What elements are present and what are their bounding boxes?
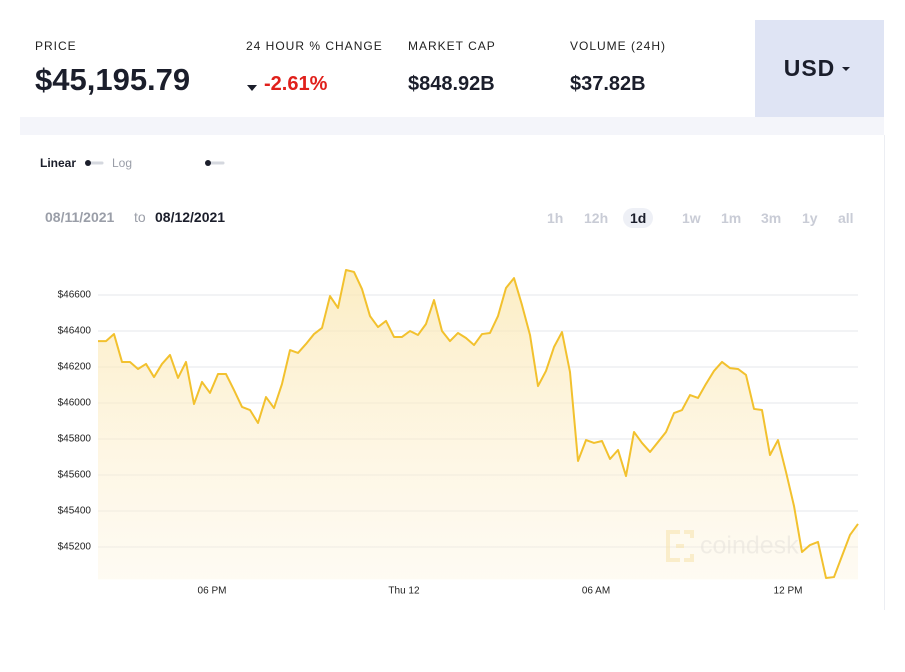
range-button[interactable]: 1h bbox=[547, 210, 564, 226]
range-button[interactable]: 1y bbox=[802, 210, 818, 226]
currency: USD bbox=[783, 55, 836, 81]
stat-label: 24 HOUR % CHANGE bbox=[246, 39, 383, 53]
stat-label: VOLUME (24H) bbox=[570, 39, 667, 53]
range-button[interactable]: 1m bbox=[721, 210, 742, 226]
date-sep: to bbox=[134, 209, 146, 225]
scale-log[interactable]: Log bbox=[112, 156, 133, 170]
range-button[interactable]: 3m bbox=[761, 210, 782, 226]
divider bbox=[20, 117, 884, 135]
down-arrow bbox=[247, 85, 257, 91]
volume: $37.82B bbox=[570, 73, 646, 95]
caret bbox=[842, 66, 851, 71]
range-button[interactable]: 1w bbox=[682, 210, 701, 226]
range-button[interactable]: all bbox=[838, 210, 854, 226]
scale-linear[interactable]: Linear bbox=[40, 156, 77, 170]
y-tick-label: $46600 bbox=[58, 290, 92, 301]
toggle[interactable] bbox=[203, 158, 225, 168]
stat-label: PRICE bbox=[35, 39, 77, 53]
date-to[interactable]: 08/12/2021 bbox=[155, 209, 226, 225]
price: $45,195.79 bbox=[35, 62, 191, 97]
x-tick-label: 12 PM bbox=[774, 586, 803, 597]
y-tick-label: $45600 bbox=[58, 470, 92, 481]
currency-select[interactable]: USD bbox=[755, 20, 884, 117]
stat-label: MARKET CAP bbox=[408, 39, 496, 53]
range-button[interactable]: 12h bbox=[584, 210, 609, 226]
date-from[interactable]: 08/11/2021 bbox=[45, 209, 115, 225]
y-tick-label: $46400 bbox=[58, 326, 92, 337]
y-tick-label: $45200 bbox=[58, 542, 92, 553]
x-tick-label: 06 PM bbox=[198, 586, 227, 597]
range-button[interactable]: 1d bbox=[623, 208, 654, 228]
card-edge bbox=[884, 135, 885, 610]
area bbox=[98, 269, 858, 580]
y-tick-label: $45400 bbox=[58, 506, 92, 517]
change: -2.61% bbox=[264, 73, 328, 95]
price-line bbox=[98, 268, 859, 579]
y-tick-label: $45800 bbox=[58, 434, 92, 445]
toggle[interactable] bbox=[84, 158, 104, 168]
chart: $45200 $45400 $45600 $45800 $46000 $46200 $464… bbox=[58, 268, 859, 597]
y-tick-label: $46200 bbox=[58, 362, 92, 373]
x-tick-label: 06 AM bbox=[582, 586, 610, 597]
x-tick-label: Thu 12 bbox=[388, 586, 420, 597]
market-cap: $848.92B bbox=[408, 73, 495, 95]
y-tick-label: $46000 bbox=[58, 398, 92, 409]
